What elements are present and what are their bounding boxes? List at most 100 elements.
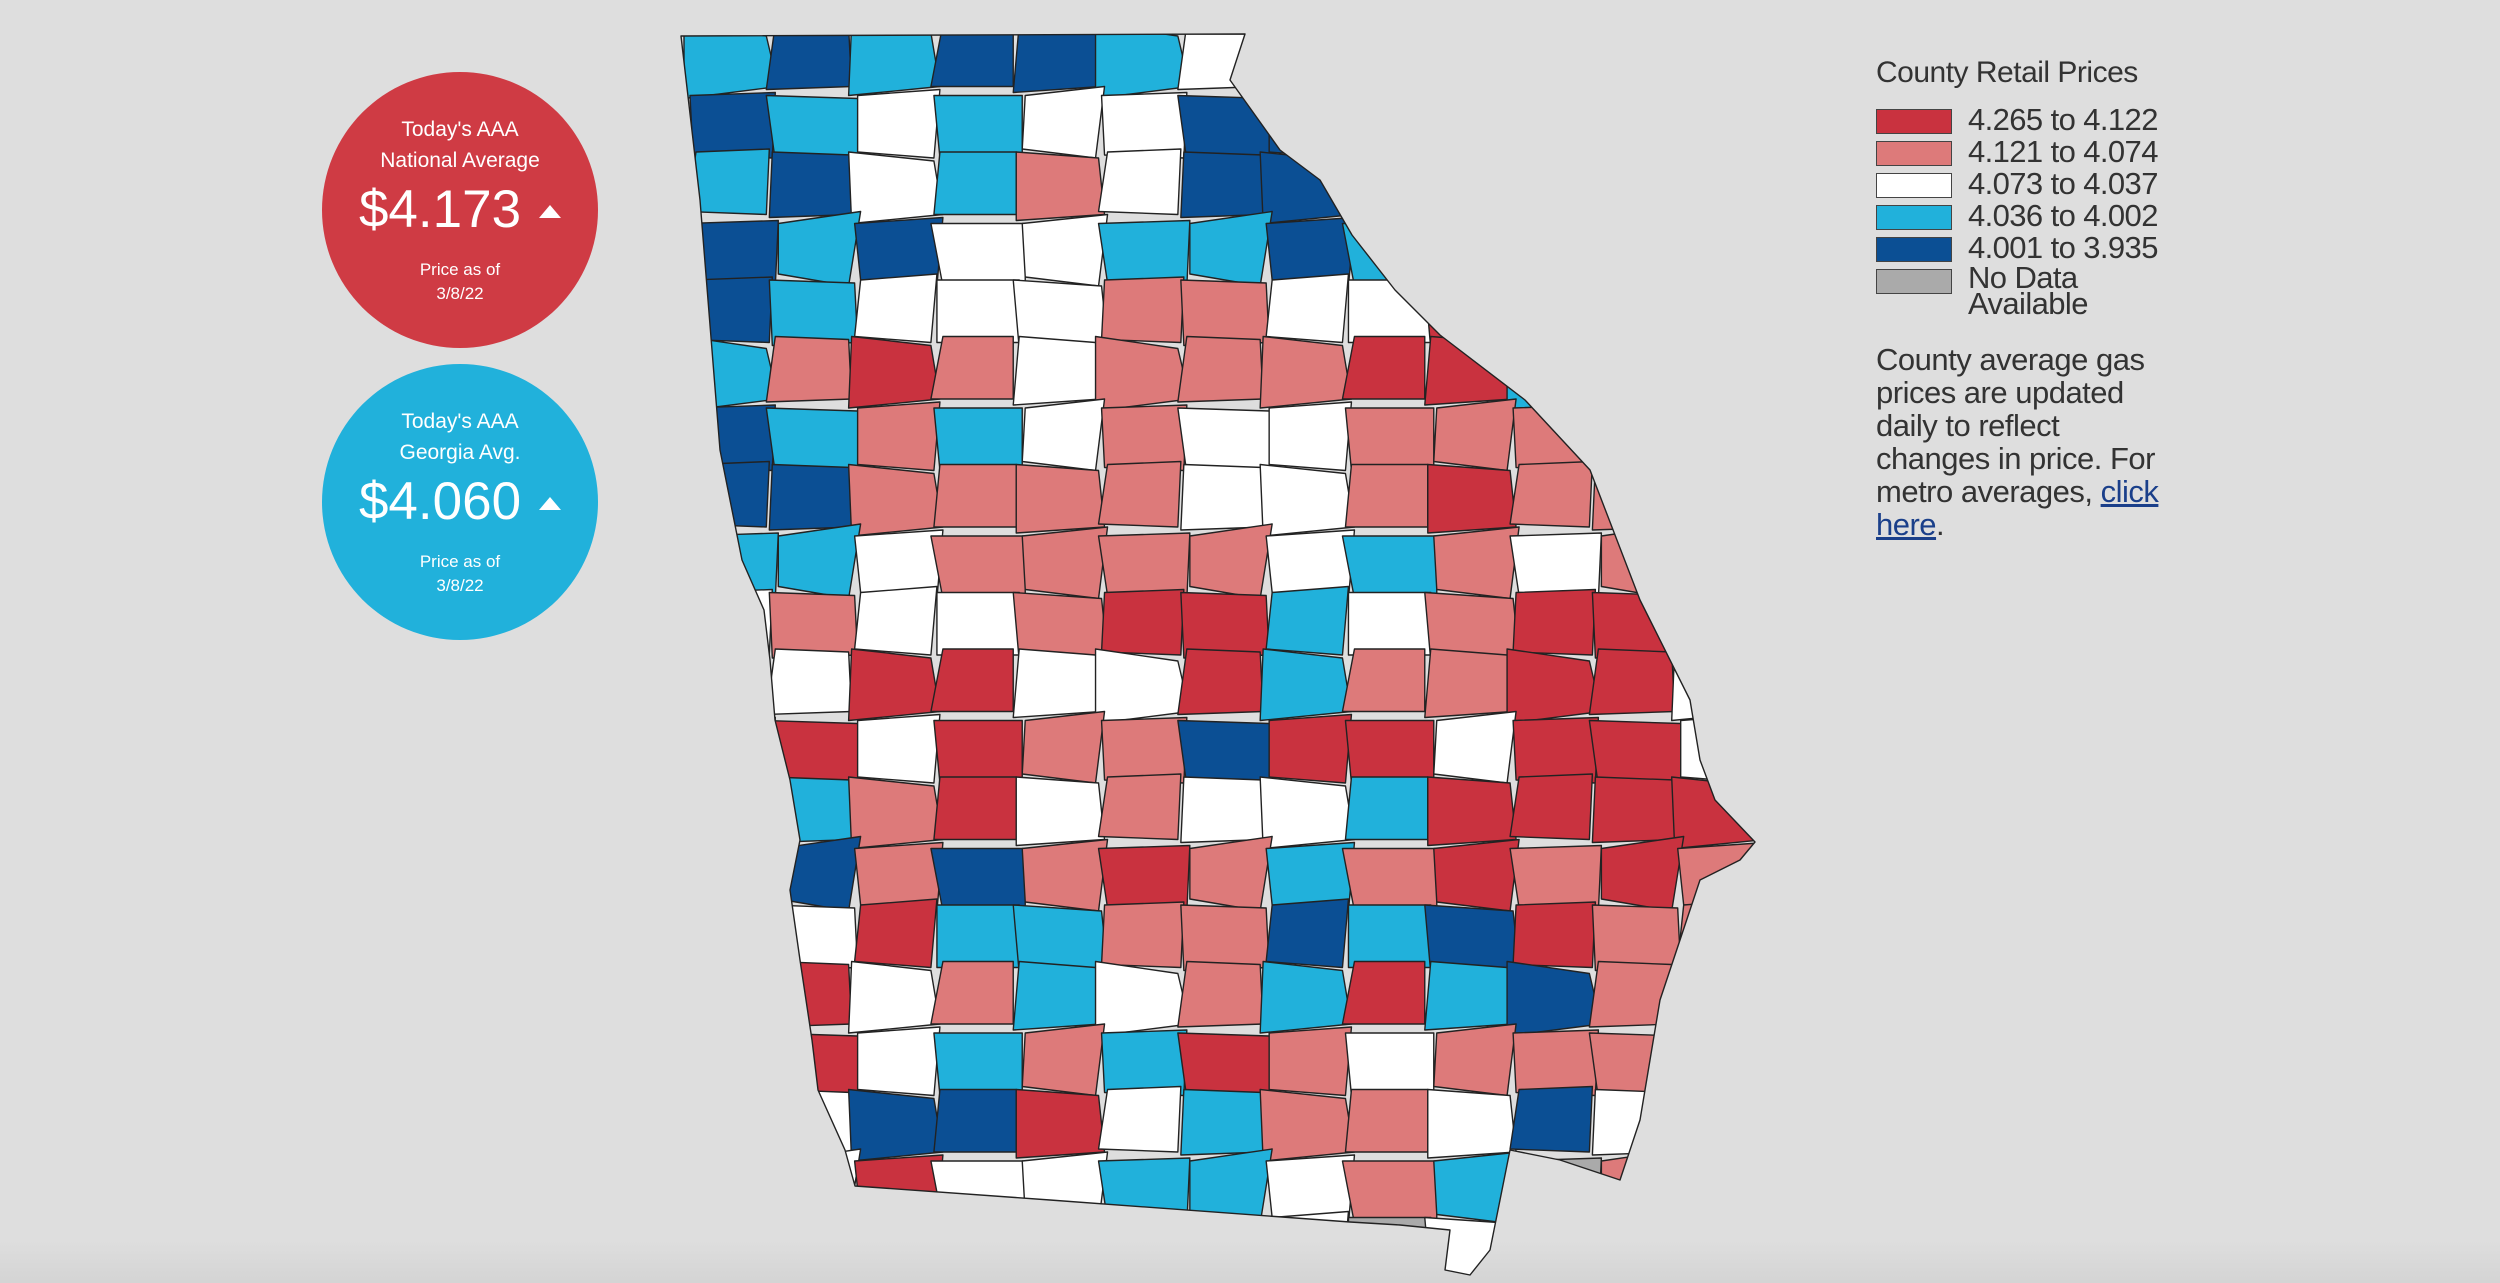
legend-note: County average gas prices are updated da… [1876,343,2176,541]
county-region [768,1216,859,1275]
county-region [765,335,853,403]
legend-swatch [1876,141,1952,166]
county-region [1600,523,1685,600]
county-region [1588,407,1685,475]
county-region [1679,1026,1755,1097]
county-region [1180,904,1270,972]
county-region [1180,1216,1270,1275]
county-region [1341,335,1426,400]
national-asof-line2: 3/8/22 [436,284,484,303]
county-region [689,404,777,472]
county-region [1265,273,1350,344]
county-region [1512,276,1597,344]
metro-averages-link[interactable]: click here [1876,474,2159,542]
county-region [683,648,780,725]
county-region [1177,94,1273,162]
county-region [930,535,1026,600]
county-region [847,776,944,850]
county-region [1012,648,1103,719]
county-region [1506,960,1603,1037]
georgia-price-row: $4.060 [322,472,598,532]
county-region [1021,213,1109,287]
county-region [1670,34,1755,97]
county-region [1676,585,1755,656]
county-region [1177,407,1273,475]
county-region [686,1085,771,1153]
county-region [1097,460,1182,528]
county-region [1512,404,1600,472]
county-region [768,904,859,972]
county-region [777,523,862,600]
county-region [1512,1213,1597,1275]
legend-swatch [1876,173,1952,198]
county-region [930,847,1026,912]
up-arrow-icon [539,204,562,218]
county-region [1100,404,1188,472]
national-price-row: $4.173 [322,180,598,240]
county-region [1512,91,1600,159]
county-region [1679,713,1755,784]
county-region [1341,1160,1438,1225]
national-asof-line1: Price as of [419,260,501,279]
county-region [1433,85,1517,159]
county-region [1097,844,1191,912]
county-region [1509,1085,1594,1153]
county-region [847,463,944,537]
legend-swatch [1876,205,1952,230]
county-region [689,276,774,344]
county-region [1189,1148,1273,1225]
county-region [933,1032,1023,1097]
county-region [1591,463,1679,531]
legend-item: No Data Available [1876,262,2176,321]
county-region [1676,841,1755,912]
county-region [847,1088,944,1162]
county-region [1670,335,1755,409]
county-region [1591,1088,1679,1156]
county-region [689,1029,777,1097]
county-region [933,776,1017,841]
note-text: County average gas prices are updated da… [1876,342,2155,509]
county-region [1268,88,1353,159]
up-arrow-icon [539,496,562,510]
county-region [1670,648,1755,722]
national-average-badge: Today's AAA National Average $4.173 Pric… [322,72,598,348]
georgia-label-line1: Today's AAA [401,410,519,433]
county-region [856,1026,941,1097]
georgia-average-badge: Today's AAA Georgia Avg. $4.060 Price as… [322,364,598,640]
county-region [1433,398,1517,472]
county-region [1097,532,1191,600]
county-region [1676,1210,1755,1275]
legend-item: 4.121 to 4.074 [1876,136,2176,169]
county-region [686,219,780,287]
county-region [1177,648,1264,716]
county-region [683,335,780,412]
county-region [933,94,1023,159]
county-region [936,904,1020,969]
legend-label: 4.073 to 4.037 [1968,166,2158,201]
county-region [689,91,777,159]
county-region [1100,1029,1188,1097]
county-region [1588,335,1676,403]
county-region [1341,648,1426,713]
national-label-line2: National Average [380,149,540,172]
county-region [1094,960,1191,1037]
county-region [853,898,938,969]
county-region [1670,1088,1755,1162]
county-region [1347,904,1432,969]
county-region [768,776,856,844]
county-region [933,463,1017,528]
county-region [1265,585,1350,656]
legend-title: County Retail Prices [1876,56,2138,89]
county-region [1433,526,1520,600]
county-region [1512,588,1597,656]
state-outline [680,33,1756,1276]
county-region [847,151,944,225]
county-region [1433,1151,1520,1225]
county-region [777,210,862,287]
county-region [777,835,862,912]
county-region [1259,335,1353,409]
county-region [1189,523,1273,600]
county-region [856,401,941,472]
